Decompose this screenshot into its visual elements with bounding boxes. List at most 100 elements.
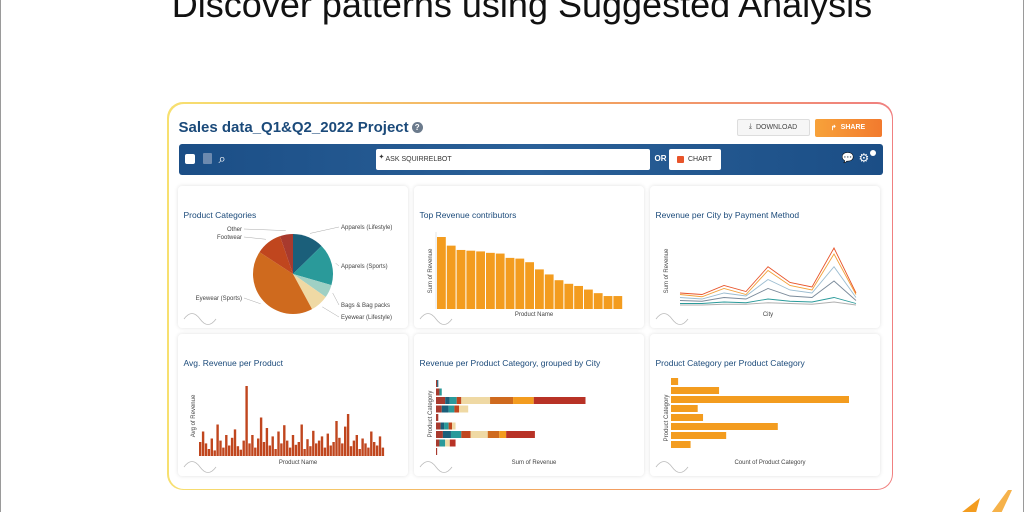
pie-chart: Apparels (Lifestyle) Apparels (Sports) Bag… [183, 225, 392, 325]
x-axis-label: Product Name [514, 312, 553, 318]
ask-squirrelbot-input[interactable]: ✦ ASK SQUIRRELBOT [375, 148, 650, 170]
share-label: SHARE [840, 124, 866, 131]
stacked-bar-segment [436, 379, 438, 387]
chart-card-top-revenue[interactable]: Top Revenue contributors Sum of Revenue P… [413, 185, 644, 328]
bar [308, 445, 312, 456]
chart-button[interactable]: CHART [668, 148, 721, 170]
bar [534, 268, 544, 309]
bar [349, 445, 352, 456]
chart-card-category-count[interactable]: Product Category per Product Category Pr… [649, 333, 880, 476]
chart-card-product-categories[interactable]: Product Categories Apparels (Lifestyle) A… [177, 185, 408, 328]
help-icon[interactable]: ? [411, 122, 423, 134]
bar [670, 395, 849, 403]
bar [302, 448, 306, 456]
pie-leader-line [334, 262, 339, 266]
mini-preview-icon [183, 460, 216, 473]
chart-card-revenue-category-city[interactable]: Revenue per Product Category, grouped by… [413, 333, 644, 476]
bar [340, 442, 343, 456]
stacked-bar-segment [460, 396, 490, 404]
stacked-bar-segment [487, 430, 499, 438]
or-label: OR [654, 153, 667, 163]
bar [346, 413, 349, 456]
search-icon[interactable]: ⌕ [218, 150, 226, 166]
bar [456, 249, 465, 309]
bar [239, 449, 242, 456]
pie-leader-line [321, 306, 339, 317]
app-frame: Sales data_Q1&Q2_2022 Project? ⤓ DOWNLOA… [167, 102, 893, 490]
slide-title: Discover patterns using Suggested Analys… [171, 0, 873, 25]
app-window: Sales data_Q1&Q2_2022 Project? ⤓ DOWNLOA… [168, 103, 892, 489]
bar [670, 377, 678, 385]
bar [363, 442, 367, 456]
stacked-bar-segment [453, 405, 459, 412]
stacked-bar-segment [505, 430, 535, 438]
bar [224, 434, 227, 456]
chart-card-avg-revenue[interactable]: Avg. Revenue per Product Avg of Revenue P… [177, 333, 408, 476]
bar [265, 427, 268, 456]
bar [326, 433, 329, 456]
stacked-bar-segment [438, 439, 445, 446]
bar [524, 261, 534, 309]
line-series [679, 246, 856, 295]
stacked-bar-segment [435, 439, 439, 446]
chart-card-revenue-city[interactable]: Revenue per City by Payment Method Sum o… [649, 185, 880, 328]
stacked-bar-segment [456, 396, 461, 404]
bar [210, 438, 213, 456]
stacked-bar-segment [443, 422, 449, 429]
stacked-bar-segment [448, 422, 452, 429]
chat-icon[interactable]: 💬 [841, 152, 854, 164]
bar [583, 289, 593, 309]
pie-slice-label: Other [226, 227, 241, 233]
bar [603, 295, 612, 309]
pie-leader-line [309, 226, 339, 234]
download-button[interactable]: ⤓ DOWNLOAD [736, 118, 810, 136]
bar [670, 404, 698, 412]
pie-leader-line [243, 228, 286, 231]
chart-icon [677, 155, 684, 163]
bar [198, 441, 201, 456]
stacked-bar-segment [435, 379, 437, 387]
bar [317, 440, 320, 456]
mini-preview-icon [655, 312, 688, 325]
pie-leader-line [243, 297, 261, 304]
trash-icon[interactable] [202, 152, 212, 164]
stacked-bar-segment [435, 422, 441, 429]
bar [323, 447, 326, 456]
bar [279, 442, 283, 456]
bar [360, 438, 364, 456]
stacked-bar-segment [470, 430, 488, 438]
bar [271, 435, 274, 456]
pie-slice-label: Apparels (Sports) [341, 264, 388, 270]
bar [250, 434, 254, 456]
bar [485, 252, 495, 309]
stacked-bar-segment [435, 447, 437, 455]
stacked-bar-segment [449, 439, 456, 446]
stacked-bar-chart: Product Category Sum of Revenue [419, 379, 585, 473]
bar [465, 250, 475, 309]
line-series [679, 296, 856, 304]
bar [495, 253, 505, 309]
bar [221, 447, 225, 456]
bar [372, 441, 375, 456]
ask-placeholder: ASK SQUIRRELBOT [385, 155, 452, 163]
gear-icon[interactable]: ⚙ [858, 150, 870, 165]
bar [375, 445, 378, 456]
share-button[interactable]: ↱ SHARE [814, 118, 882, 137]
stacked-bar-segment [498, 430, 506, 438]
bar [242, 440, 245, 456]
pie-slice-label: Apparels (Lifestyle) [341, 225, 392, 231]
pie-slice [279, 233, 293, 274]
bar [320, 435, 323, 456]
checkbox-icon[interactable] [184, 153, 195, 164]
bar [514, 258, 524, 309]
sparkle-icon: ✦ [378, 153, 385, 161]
y-axis-label: Sum of Revenue [428, 247, 434, 292]
bar [446, 245, 456, 309]
share-icon: ↱ [830, 124, 837, 132]
pie-slice [259, 235, 293, 274]
bar [331, 441, 335, 456]
project-title-text: Sales data_Q1&Q2_2022 Project [178, 118, 409, 136]
bar [329, 445, 332, 456]
logo-fragment [962, 490, 1012, 512]
pie-slice [252, 251, 312, 314]
